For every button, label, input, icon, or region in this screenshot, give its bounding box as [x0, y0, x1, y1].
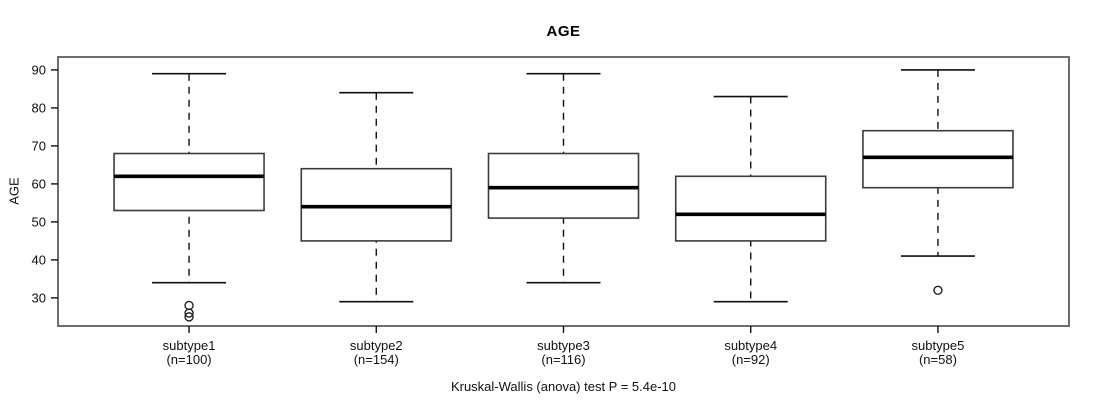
y-axis-tick-label: 90: [32, 62, 46, 77]
x-category-count-label: (n=116): [541, 352, 585, 367]
y-axis-tick-label: 70: [32, 138, 46, 153]
y-axis-tick-label: 50: [32, 214, 46, 229]
x-category-label: subtype5: [912, 338, 965, 353]
x-category-label: subtype3: [537, 338, 590, 353]
chart-title: AGE: [546, 23, 581, 40]
box-subtype4: [674, 175, 827, 242]
outlier-point: [184, 312, 194, 322]
x-category-label: subtype2: [350, 338, 403, 353]
x-category-count-label: (n=92): [732, 352, 770, 367]
x-category-count-label: (n=58): [919, 352, 957, 367]
outlier-point: [933, 285, 943, 295]
x-category-count-label: (n=100): [166, 352, 211, 367]
box-subtype5: [862, 129, 1014, 189]
y-axis-tick-label: 40: [32, 252, 46, 267]
box-subtype2: [300, 167, 453, 242]
y-axis-tick-label: 60: [32, 176, 46, 191]
x-category-label: subtype1: [163, 338, 216, 353]
y-axis-tick-label: 80: [32, 100, 46, 115]
box-subtype1: [113, 152, 265, 212]
box-subtype3: [487, 152, 640, 219]
x-category-count-label: (n=154): [354, 352, 399, 367]
outlier-point: [184, 308, 194, 318]
x-category-label: subtype4: [724, 338, 777, 353]
y-axis-tick-label: 30: [32, 290, 46, 305]
stats-caption: Kruskal-Wallis (anova) test P = 5.4e-10: [450, 379, 677, 394]
